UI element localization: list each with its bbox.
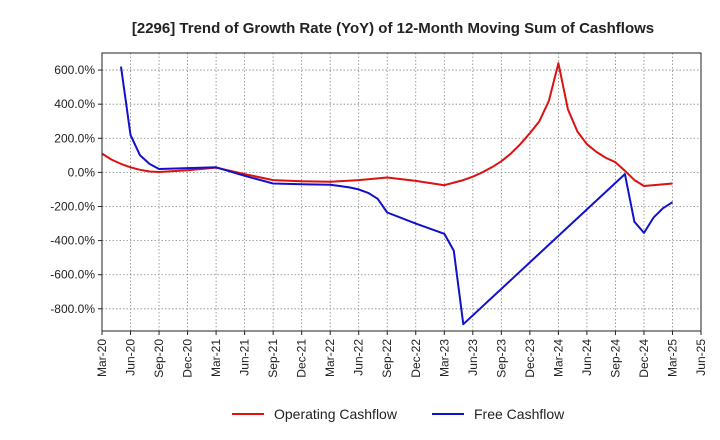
y-tick-label: 400.0% <box>54 97 95 111</box>
x-tick-label: Jun-24 <box>580 339 594 376</box>
x-tick-label: Dec-20 <box>181 339 195 378</box>
x-tick-label: Mar-25 <box>665 339 679 377</box>
x-tick-label: Jun-25 <box>694 339 708 376</box>
x-tick-label: Dec-22 <box>409 339 423 378</box>
x-tick-label: Mar-20 <box>95 339 109 377</box>
legend-label: Free Cashflow <box>474 406 565 422</box>
x-tick-label: Jun-21 <box>238 339 252 376</box>
grid <box>101 53 702 331</box>
chart-title: [2296] Trend of Growth Rate (YoY) of 12-… <box>132 20 654 37</box>
x-tick-label: Sep-20 <box>152 339 166 378</box>
y-tick-label: -400.0% <box>50 234 95 248</box>
x-tick-label: Sep-21 <box>266 339 280 378</box>
plot-frame <box>101 52 702 332</box>
x-tick-label: Sep-22 <box>380 339 394 378</box>
x-tick-label: Jun-22 <box>352 339 366 376</box>
series-line-free-cashflow <box>120 66 674 326</box>
x-tick-label: Mar-22 <box>323 339 337 377</box>
series-lines <box>101 62 674 326</box>
legend: Operating Cashflow Free Cashflow <box>232 406 565 422</box>
legend-label: Operating Cashflow <box>274 406 398 422</box>
y-tick-label: -800.0% <box>50 302 95 316</box>
x-tick-label: Sep-24 <box>608 339 622 378</box>
x-tick-label: Dec-24 <box>637 339 651 378</box>
y-tick-label: 600.0% <box>54 63 95 77</box>
series-line-operating-cashflow <box>101 62 673 187</box>
x-tick-label: Mar-23 <box>437 339 451 377</box>
y-tick-label: -200.0% <box>50 199 95 213</box>
x-tick-label: Dec-23 <box>523 339 537 378</box>
x-tick-label: Sep-23 <box>494 339 508 378</box>
y-tick-label: 200.0% <box>54 131 95 145</box>
x-tick-label: Jun-23 <box>466 339 480 376</box>
y-tick-label: -600.0% <box>50 268 95 282</box>
x-axis-ticks: Mar-20 Jun-20 Sep-20 Dec-20 Mar-21 Jun-21 Sep-… <box>95 331 708 378</box>
y-axis-ticks: 600.0% 400.0% 200.0% 0.0% -200.0% -400.0% -600… <box>50 63 102 316</box>
y-tick-label: 0.0% <box>68 165 96 179</box>
x-tick-label: Mar-24 <box>551 339 565 377</box>
x-tick-label: Dec-21 <box>295 339 309 378</box>
x-tick-label: Mar-21 <box>209 339 223 377</box>
x-tick-label: Jun-20 <box>124 339 138 376</box>
